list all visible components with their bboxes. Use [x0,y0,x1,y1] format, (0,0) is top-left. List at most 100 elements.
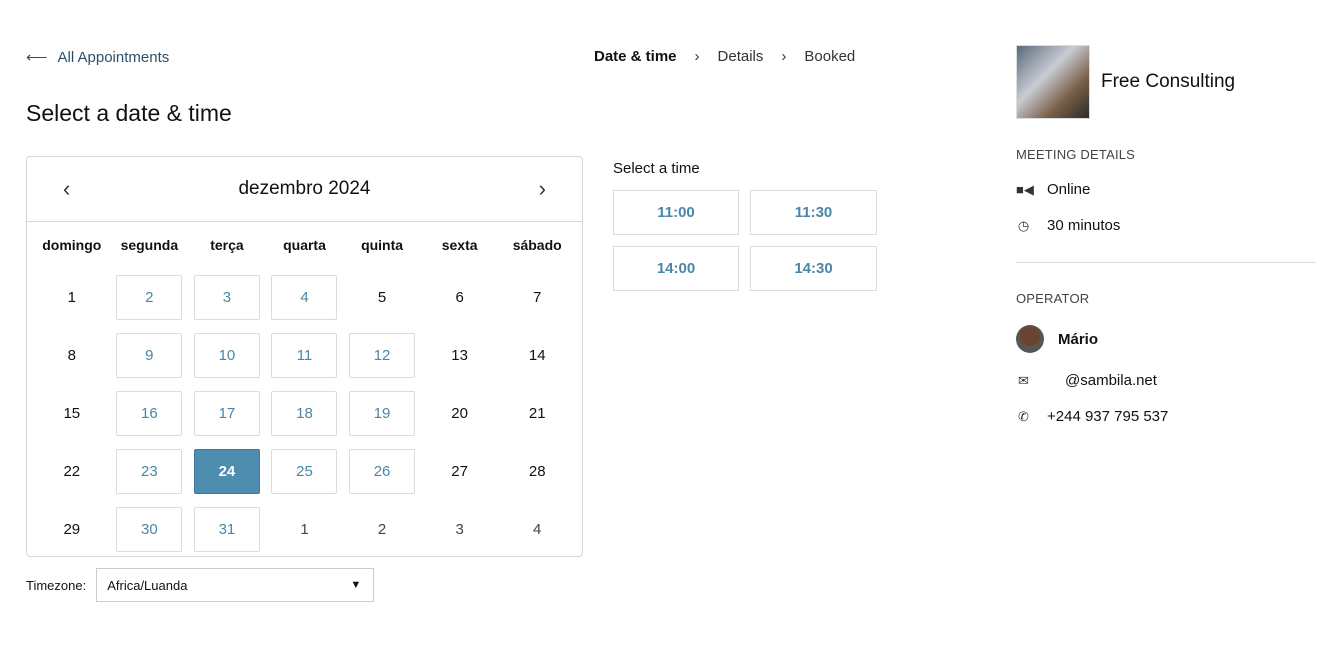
avatar [1016,325,1044,353]
step-booked: Booked [804,48,856,65]
day-available[interactable]: 4 [266,268,344,326]
day: 6 [421,268,499,326]
phone-icon: ✆ [1018,408,1029,424]
day: 20 [421,384,499,442]
day: 13 [421,326,499,384]
next-month-button[interactable]: › [538,176,546,201]
chevron-right-icon: › [694,48,700,65]
day: 4 [498,500,576,558]
select-time-label: Select a time [613,160,700,177]
clock-icon: ◷ [1017,217,1030,233]
service-name: Free Consulting [1101,71,1236,92]
day-number: 13 [451,346,468,364]
day-number: 3 [455,520,464,538]
weekday-header: segunda [120,237,179,253]
day-number: 2 [116,274,183,320]
day-number: 6 [455,288,464,306]
day: 8 [33,326,111,384]
step-details: Details [717,48,764,65]
envelope-icon: ✉ [1018,372,1029,388]
day-number: 28 [528,462,546,480]
day-number: 21 [528,404,546,422]
day-available[interactable]: 17 [188,384,266,442]
step-date-time: Date & time [594,48,677,65]
day-number: 10 [193,332,260,378]
chevron-right-icon: › [781,48,787,65]
weekday-header: quarta [283,237,326,253]
day-available[interactable]: 10 [188,326,266,384]
weekday-header: quinta [361,237,404,253]
day: 1 [266,500,344,558]
day: 5 [343,268,421,326]
day-number: 4 [271,274,338,320]
time-slot-button[interactable]: 11:30 [750,190,877,235]
day-available[interactable]: 16 [111,384,189,442]
day-number: 29 [63,520,81,538]
day-number: 30 [116,506,183,552]
day-number: 26 [349,448,416,494]
day-available[interactable]: 9 [111,326,189,384]
day: 14 [498,326,576,384]
day-number: 9 [116,332,183,378]
all-appointments-link[interactable]: ⟵ All Appointments [26,48,170,67]
prev-month-button[interactable]: ‹ [63,176,71,201]
day: 27 [421,442,499,500]
day: 22 [33,442,111,500]
day-number: 16 [116,390,183,436]
weekday-header: domingo [42,237,102,253]
day-selected[interactable]: 24 [188,442,266,500]
day-number: 20 [451,404,468,422]
day-number: 1 [300,520,309,538]
time-slots: 11:00 11:30 14:00 14:30 [613,190,877,291]
day-number: 23 [116,448,183,494]
day-number: 12 [349,332,416,378]
day: 21 [498,384,576,442]
meeting-details-header: MEETING DETAILS [1016,147,1136,162]
time-slot-button[interactable]: 11:00 [613,190,739,235]
weekday-header: terça [210,237,244,253]
operator-name: Mário [1058,330,1099,348]
day: 29 [33,500,111,558]
day-available[interactable]: 19 [343,384,421,442]
time-slot-button[interactable]: 14:00 [613,246,739,291]
day-number: 4 [533,520,542,538]
day-number: 27 [451,462,468,480]
day-number: 2 [377,520,387,538]
day: 1 [33,268,111,326]
day-number: 22 [63,462,81,480]
day: 2 [343,500,421,558]
divider [1016,262,1316,263]
day-available[interactable]: 25 [266,442,344,500]
day-available[interactable]: 18 [266,384,344,442]
day-number: 1 [67,288,76,306]
day-number: 17 [193,390,260,436]
day-number: 24 [193,448,260,494]
day-available[interactable]: 31 [188,500,266,558]
calendar: ‹ dezembro 2024 › domingo segunda terça qua… [26,156,583,557]
arrow-left-icon: ⟵ [26,49,48,66]
day-number: 11 [271,332,338,378]
operator-email[interactable]: @sambila.net [1065,372,1157,389]
day-number: 7 [533,288,542,306]
day-available[interactable]: 11 [266,326,344,384]
operator-header: OPERATOR [1016,291,1090,306]
page-title: Select a date & time [26,100,232,126]
day-available[interactable]: 3 [188,268,266,326]
timezone-select[interactable]: Africa/Luanda ▼ [96,568,375,602]
location: Online [1047,181,1091,198]
day-number: 15 [63,404,81,422]
weekday-header: sábado [512,237,562,253]
day-number: 25 [271,448,338,494]
day-available[interactable]: 26 [343,442,421,500]
timezone-label: Timezone: [26,577,87,593]
day-available[interactable]: 23 [111,442,189,500]
breadcrumb: Date & time › Details › Booked [594,48,855,65]
time-slot-button[interactable]: 14:30 [750,246,877,291]
day-available[interactable]: 30 [111,500,189,558]
day: 28 [498,442,576,500]
day-available[interactable]: 12 [343,326,421,384]
day: 3 [421,500,499,558]
video-camera-icon: ■◀ [1016,181,1034,197]
day-available[interactable]: 2 [111,268,189,326]
day-number: 18 [271,390,338,436]
